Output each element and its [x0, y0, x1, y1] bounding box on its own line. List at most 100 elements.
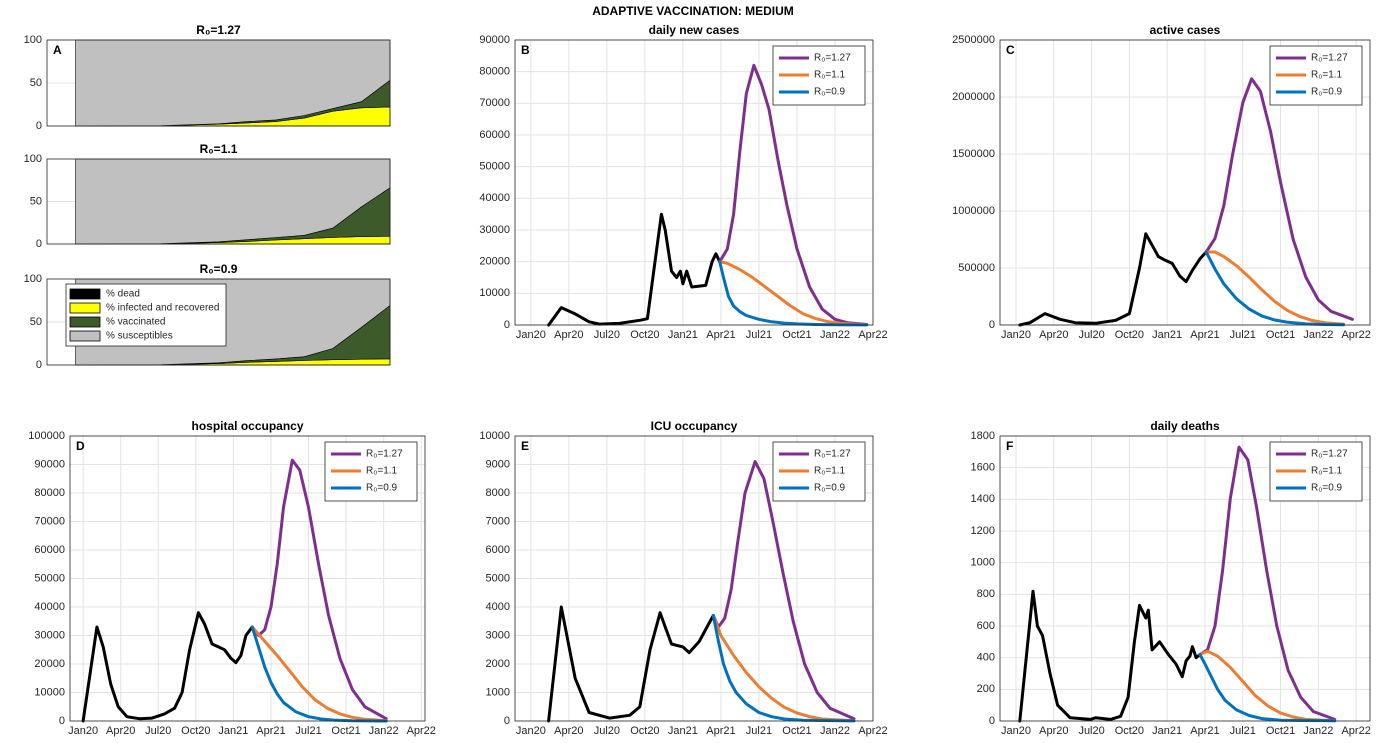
legend-swatch: [69, 288, 101, 300]
legend-label: % dead: [106, 289, 140, 300]
x-tick-label: Oct21: [782, 329, 811, 341]
x-tick-label: Apr21: [256, 725, 285, 737]
y-tick-label: 0: [504, 319, 510, 331]
series-line: [1204, 250, 1345, 326]
x-tick-label: Jan21: [1152, 725, 1182, 737]
x-tick-label: Apr22: [407, 725, 436, 737]
legend-swatch: [69, 316, 101, 328]
legend-label: R₀=1.1: [814, 466, 846, 477]
x-tick-label: Jan20: [68, 725, 98, 737]
x-tick-label: Jul21: [1230, 329, 1256, 341]
y-tick-label: 400: [977, 652, 995, 664]
y-tick-label: 40000: [479, 192, 510, 204]
series-line: [1018, 589, 1202, 723]
y-tick-label: 90000: [479, 34, 510, 46]
y-tick-label: 70000: [479, 97, 510, 109]
axes-box: [999, 435, 1371, 722]
x-tick-label: Jul20: [1078, 329, 1104, 341]
x-tick-label: Jul21: [295, 725, 321, 737]
legend-label: R₀=0.9: [1311, 87, 1343, 98]
y-tick-label: 2000000: [952, 91, 995, 103]
y-tick-label: 8000: [486, 487, 510, 499]
x-tick-label: Jan20: [516, 725, 546, 737]
x-tick-label: Jan20: [516, 329, 546, 341]
y-tick-label: 50: [30, 77, 42, 89]
y-tick-label: 60000: [34, 544, 65, 556]
x-tick-label: Apr20: [554, 725, 583, 737]
y-tick-label: 4000: [486, 601, 510, 613]
series-line: [1198, 445, 1337, 721]
chart-title: active cases: [1150, 23, 1221, 37]
legend-label: R₀=0.9: [814, 87, 846, 98]
x-tick-label: Jul21: [746, 725, 772, 737]
x-tick-label: Apr20: [554, 329, 583, 341]
legend-label: R₀=1.27: [1311, 449, 1348, 460]
x-tick-label: Apr20: [1039, 725, 1068, 737]
y-tick-label: 100000: [28, 430, 65, 442]
figure-title: ADAPTIVE VACCINATION: MEDIUM: [592, 4, 794, 18]
y-tick-label: 1400: [971, 493, 995, 505]
legend-label: R₀=1.27: [814, 53, 851, 64]
y-tick-label: 1000: [971, 557, 995, 569]
axes-box: [999, 39, 1371, 326]
x-tick-label: Oct21: [1266, 329, 1295, 341]
x-tick-label: Apr22: [1341, 329, 1370, 341]
chart-title: R₀=1.1: [200, 142, 238, 156]
panel-label: D: [76, 439, 85, 453]
chart-title: daily deaths: [1150, 419, 1220, 433]
x-tick-label: Jan20: [1001, 329, 1031, 341]
y-tick-label: 70000: [34, 515, 65, 527]
legend-label: R₀=0.9: [1311, 483, 1343, 494]
chart-title: ICU occupancy: [651, 419, 738, 433]
series-line: [718, 260, 869, 327]
x-tick-label: Jan22: [369, 725, 399, 737]
y-tick-label: 80000: [34, 487, 65, 499]
series-line: [250, 458, 388, 721]
series-line: [718, 260, 869, 327]
x-tick-label: Jul20: [594, 329, 620, 341]
y-tick-label: 0: [504, 715, 510, 727]
y-tick-label: 500000: [958, 262, 995, 274]
y-tick-label: 2500000: [952, 34, 995, 46]
series-line: [1198, 653, 1337, 723]
x-tick-label: Oct20: [1115, 329, 1144, 341]
x-tick-label: Jul20: [594, 725, 620, 737]
series-line: [711, 460, 856, 721]
y-tick-label: 0: [989, 319, 995, 331]
y-tick-label: 100: [24, 153, 42, 165]
y-tick-label: 1500000: [952, 148, 995, 160]
x-tick-label: Jan21: [668, 725, 698, 737]
legend-label: R₀=1.1: [1311, 466, 1343, 477]
series-line: [250, 625, 388, 723]
y-tick-label: 0: [36, 120, 42, 132]
x-tick-label: Apr21: [706, 329, 735, 341]
chart-title: daily new cases: [649, 23, 740, 37]
axes-box: [46, 39, 391, 127]
y-tick-label: 200: [977, 683, 995, 695]
y-tick-label: 50000: [479, 161, 510, 173]
legend-swatch: [69, 302, 101, 314]
legend-label: R₀=1.27: [1311, 53, 1348, 64]
legend-swatch: [69, 330, 101, 342]
axes-box: [514, 435, 874, 722]
chart-title: R₀=0.9: [200, 262, 238, 276]
panel-label: F: [1006, 439, 1013, 453]
y-tick-label: 50: [30, 316, 42, 328]
x-tick-label: Jan21: [668, 329, 698, 341]
y-tick-label: 9000: [486, 458, 510, 470]
y-tick-label: 1600: [971, 462, 995, 474]
x-tick-label: Jul21: [1230, 725, 1256, 737]
series-line: [1204, 250, 1345, 327]
legend-label: R₀=1.1: [1311, 70, 1343, 81]
x-tick-label: Jul21: [746, 329, 772, 341]
series-line: [81, 611, 254, 723]
y-tick-label: 1000: [486, 686, 510, 698]
y-tick-label: 30000: [34, 629, 65, 641]
series-line: [718, 63, 869, 326]
y-tick-label: 3000: [486, 629, 510, 641]
chart-title: R₀=1.27: [196, 23, 241, 37]
axes-box: [69, 435, 426, 722]
legend-label: R₀=1.27: [814, 449, 851, 460]
